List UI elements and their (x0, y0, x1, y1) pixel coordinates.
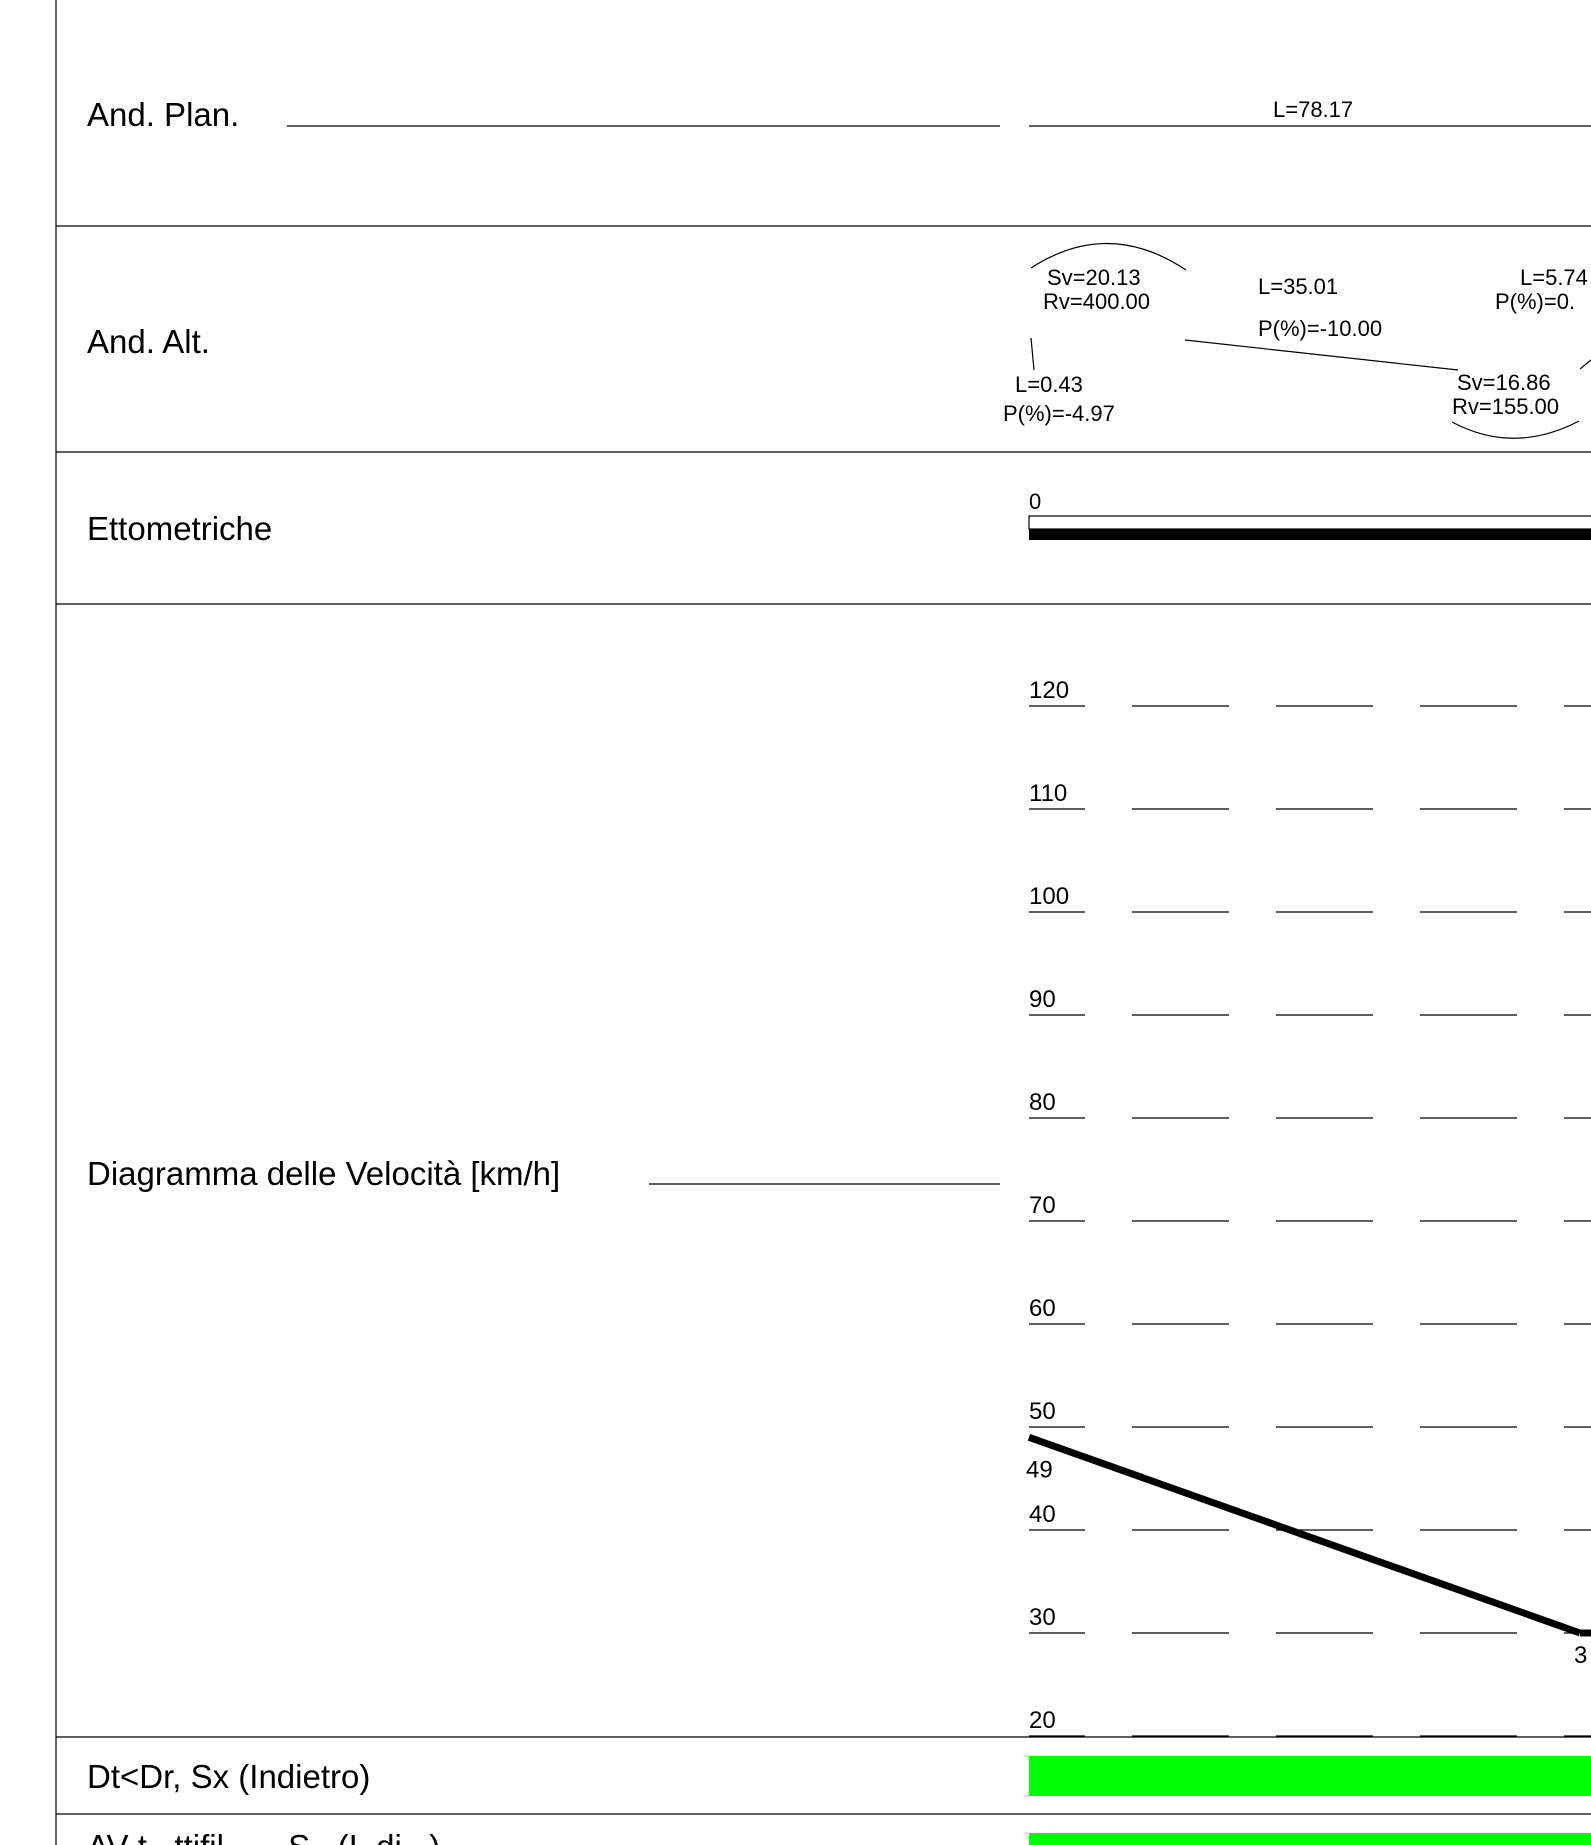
etto-start-label: 0 (1029, 489, 1041, 514)
y-tick-label: 110 (1029, 780, 1067, 807)
seg0-length-label: L=0.43 (1015, 372, 1083, 397)
y-tick-label: 100 (1029, 883, 1069, 910)
speed-point-label: 49 (1026, 1456, 1053, 1483)
row-label-etto: Ettometriche (87, 510, 272, 547)
y-tick-label: 120 (1029, 677, 1069, 704)
etto-bar-outline (1028, 515, 1591, 530)
etto-bar-fill (1029, 529, 1591, 540)
plan-length-label: L=78.17 (1273, 97, 1353, 122)
seg0-grade-label: P(%)=-4.97 (1003, 401, 1115, 426)
seg1-grade-label: P(%)=-10.00 (1258, 316, 1382, 341)
av-green-band (1029, 1833, 1591, 1845)
grade-line-1 (1184, 339, 1459, 371)
y-tick-label: 60 (1029, 1295, 1056, 1322)
vc1-sv-label: Sv=20.13 (1047, 265, 1141, 290)
y-tick-label: 80 (1029, 1089, 1056, 1116)
y-tick-label: 70 (1029, 1192, 1056, 1219)
row-label-plan: And. Plan. (87, 96, 239, 133)
row-label-alt: And. Alt. (87, 323, 210, 360)
seg2-grade-label: P(%)=0. (1495, 289, 1575, 314)
vc2-sv-label: Sv=16.86 (1457, 370, 1551, 395)
grade-line-0 (1030, 337, 1035, 371)
vertical-curve-crest-arc (1030, 242, 1187, 271)
speed-point-label: 3 (1574, 1642, 1587, 1669)
vertical-curve-sag-arc (1451, 420, 1580, 439)
y-tick-label: 50 (1029, 1398, 1056, 1425)
dt-green-band (1029, 1756, 1591, 1796)
speed-series: 49 3 (1026, 1434, 1591, 1669)
seg1-length-label: L=35.01 (1258, 274, 1338, 299)
y-tick-label: 20 (1029, 1707, 1056, 1734)
y-tick-label: 90 (1029, 986, 1056, 1013)
row-label-dt: Dt<Dr, Sx (Indietro) (87, 1758, 370, 1795)
y-tick-label: 40 (1029, 1501, 1056, 1528)
row-label-av: AV t...ttifil...... S.. (I..di...) (87, 1828, 440, 1845)
grade-line-2-start (1579, 359, 1591, 370)
seg2-length-label: L=5.74 (1520, 265, 1588, 290)
vc2-rv-label: Rv=155.00 (1452, 394, 1559, 419)
y-tick-label: 30 (1029, 1604, 1056, 1631)
row-label-speed: Diagramma delle Velocità [km/h] (87, 1155, 560, 1192)
speed-axis: 120 110 100 90 80 70 60 50 40 30 20 (1029, 677, 1591, 1737)
vc1-rv-label: Rv=400.00 (1043, 289, 1150, 314)
speed-profile-line (1027, 1434, 1582, 1637)
